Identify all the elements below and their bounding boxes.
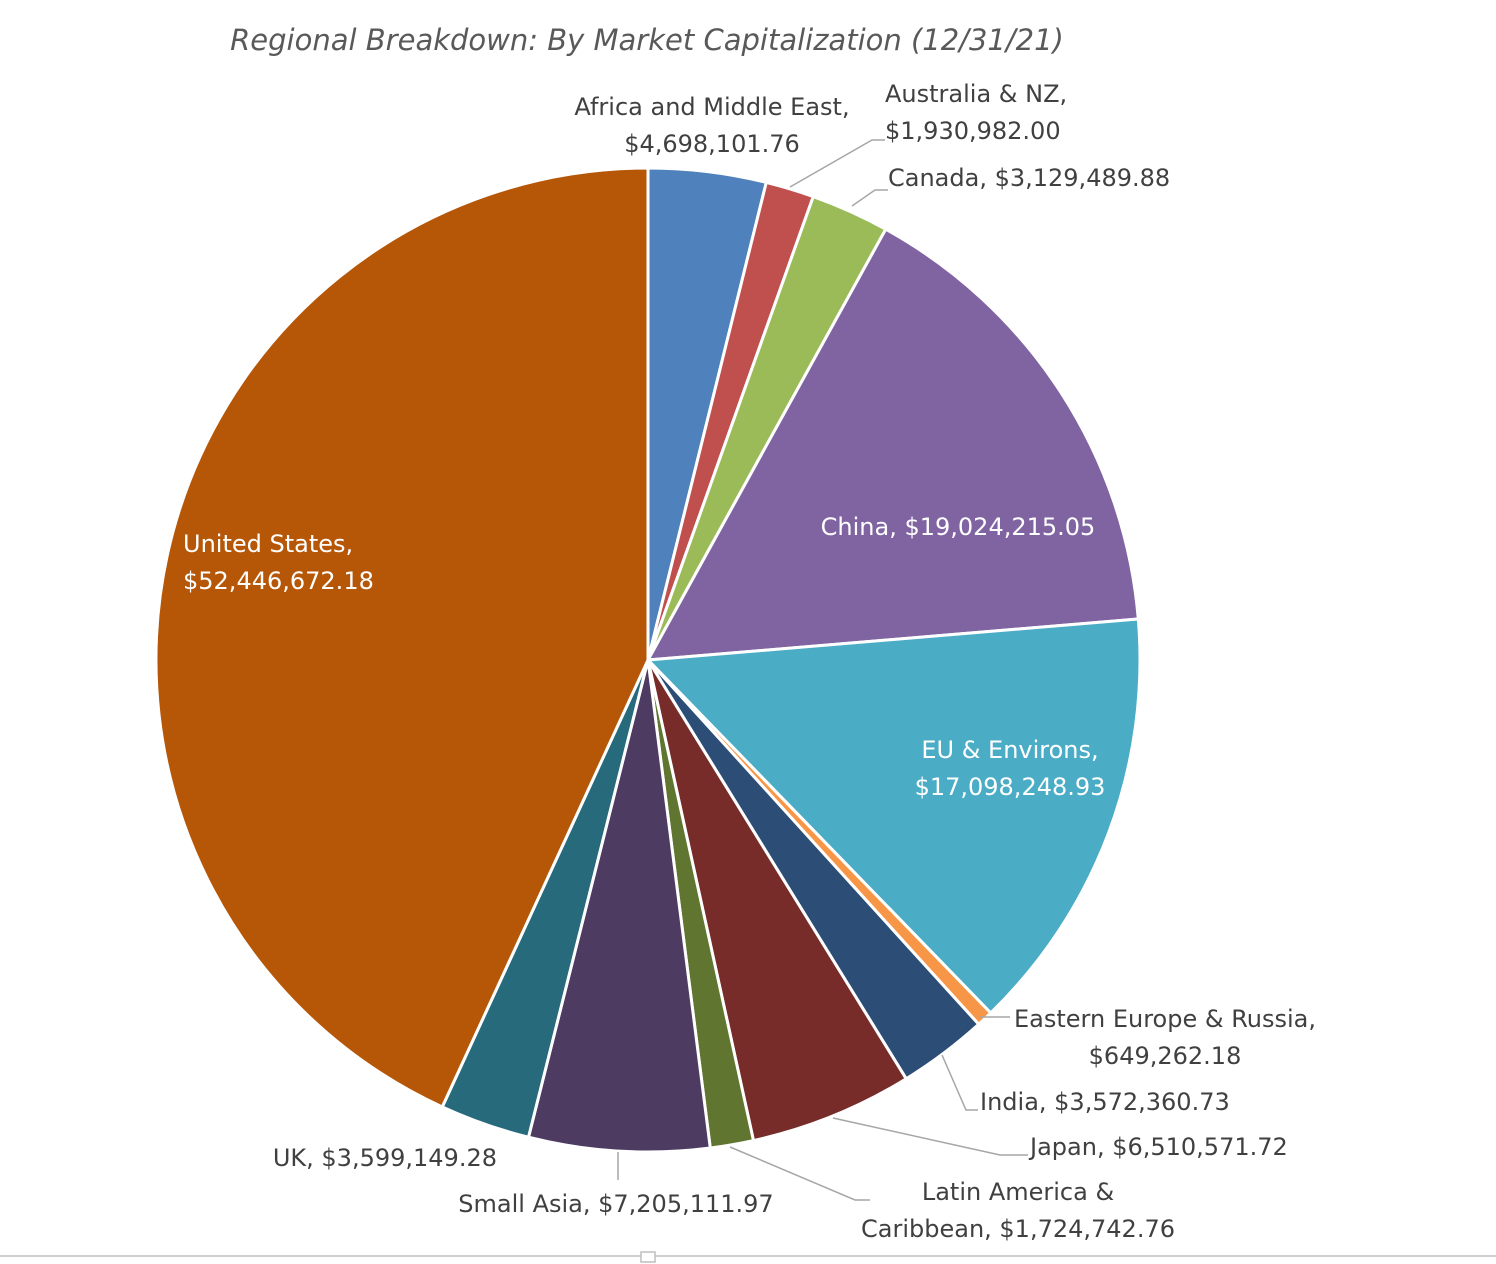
chart-title: Regional Breakdown: By Market Capitaliza… [230,23,1064,57]
pie-slice-small-asia[interactable] [526,659,712,1154]
data-label-line: UK, $3,599,149.28 [273,1144,497,1172]
leader-line-india [941,1054,978,1111]
leader-lines [617,139,1028,1201]
leader-line-australia-and-nz [789,139,885,188]
data-label-eastern-europe-and-russia: Eastern Europe & Russia, $649,262.18 [1014,1005,1316,1070]
data-label-line: Caribbean, $1,724,742.76 [861,1215,1175,1243]
data-label-line: Latin America & [922,1178,1114,1206]
data-label-canada: Canada, $3,129,489.88 [888,164,1170,192]
data-label-line: Japan, $6,510,571.72 [1028,1133,1288,1161]
data-label-uk: UK, $3,599,149.28 [273,1144,497,1172]
data-label-small-asia: Small Asia, $7,205,111.97 [458,1190,773,1218]
pie-slice-united-states[interactable] [154,166,650,1109]
data-label-japan: Japan, $6,510,571.72 [1028,1133,1288,1161]
data-label-eu-and-environs: EU & Environs, $17,098,248.93 [915,736,1106,801]
data-label-line: $4,698,101.76 [624,130,800,158]
leader-line-canada [851,189,888,207]
leader-line-latin-america-and-caribbean [729,1146,870,1201]
data-label-australia-and-nz: Australia & NZ, $1,930,982.00 [885,80,1067,145]
pie-slice-china[interactable] [645,227,1140,662]
data-label-line: $1,930,982.00 [885,117,1061,145]
data-label-line: $17,098,248.93 [915,773,1106,801]
data-label-line: $52,446,672.18 [183,567,374,595]
leader-line-japan [832,1117,1028,1156]
data-label-line: Africa and Middle East, [574,93,849,121]
pie-slices [154,166,1142,1154]
data-label-united-states: United States, $52,446,672.18 [183,530,374,595]
data-label-latin-america-and-caribbean: Latin America & Caribbean, $1,724,742.76 [861,1178,1175,1243]
data-label-line: China, $19,024,215.05 [821,513,1096,541]
pie-slice-eu-and-environs[interactable] [644,617,1142,1016]
data-label-line: Australia & NZ, [885,80,1067,108]
data-label-line: $649,262.18 [1089,1042,1242,1070]
resize-handle[interactable] [640,1251,656,1263]
data-label-line: Small Asia, $7,205,111.97 [458,1190,773,1218]
data-label-line: EU & Environs, [921,736,1098,764]
data-label-line: Eastern Europe & Russia, [1014,1005,1316,1033]
data-label-africa-and-middle-east: Africa and Middle East, $4,698,101.76 [574,93,849,158]
data-label-china: China, $19,024,215.05 [821,513,1096,541]
data-label-line: United States, [183,530,353,558]
data-labels: Africa and Middle East, $4,698,101.76 Aust… [183,80,1316,1243]
data-label-line: Canada, $3,129,489.88 [888,164,1170,192]
data-label-india: India, $3,572,360.73 [980,1088,1230,1116]
data-label-line: India, $3,572,360.73 [980,1088,1230,1116]
pie-slice-japan[interactable] [646,659,909,1143]
